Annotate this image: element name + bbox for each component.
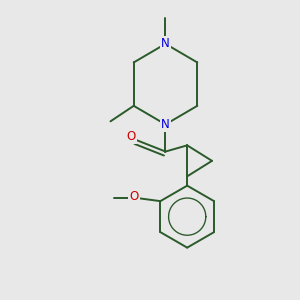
Text: N: N bbox=[161, 118, 170, 131]
Text: O: O bbox=[127, 130, 136, 143]
Text: O: O bbox=[129, 190, 139, 203]
Text: N: N bbox=[161, 37, 170, 50]
